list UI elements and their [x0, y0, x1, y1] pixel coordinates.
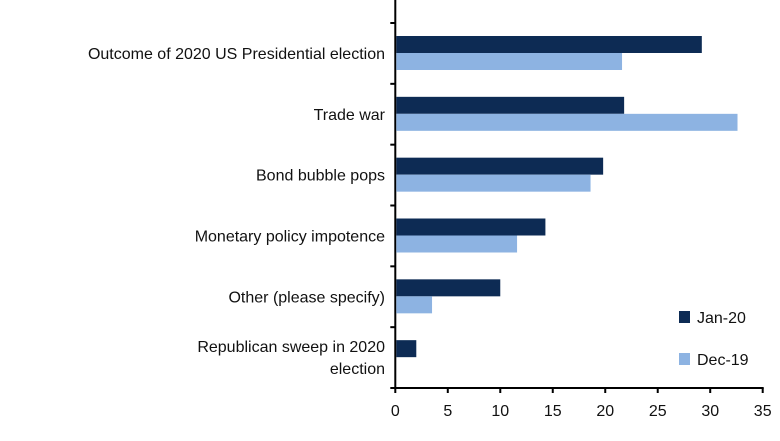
bar-dec-19: [396, 113, 738, 131]
legend-swatch-jan-20: [679, 311, 690, 323]
bar-dec-19: [396, 53, 623, 70]
category-label: Other (please specify): [228, 289, 385, 306]
x-tick-label: 35: [754, 403, 772, 420]
x-tick-label: 20: [596, 403, 614, 420]
x-tick-label: 15: [544, 403, 562, 420]
bar-jan-20: [396, 36, 702, 53]
category-label: Trade war: [314, 107, 386, 124]
bar-jan-20: [396, 96, 625, 114]
legend-swatch-dec-19: [679, 353, 690, 365]
bar-jan-20: [396, 340, 417, 358]
x-tick-label: 10: [491, 403, 509, 420]
bar-dec-19: [396, 235, 518, 253]
category-label: Bond bubble pops: [256, 168, 385, 185]
x-tick-label: 5: [443, 403, 452, 420]
x-tick-label: 25: [649, 403, 667, 420]
legend-label: Jan-20: [697, 310, 746, 327]
x-tick-label: 0: [391, 403, 400, 420]
bar-jan-20: [396, 279, 501, 297]
x-tick-label: 30: [701, 403, 719, 420]
legend-label: Dec-19: [697, 352, 749, 369]
category-label: Monetary policy impotence: [195, 229, 385, 246]
bar-jan-20: [396, 157, 604, 175]
category-label: Outcome of 2020 US Presidential election: [88, 46, 385, 63]
bar-dec-19: [396, 296, 433, 314]
bar-dec-19: [396, 174, 591, 192]
category-label: Republican sweep in 2020: [197, 339, 385, 356]
category-label: election: [330, 361, 385, 378]
bar-jan-20: [396, 218, 546, 236]
